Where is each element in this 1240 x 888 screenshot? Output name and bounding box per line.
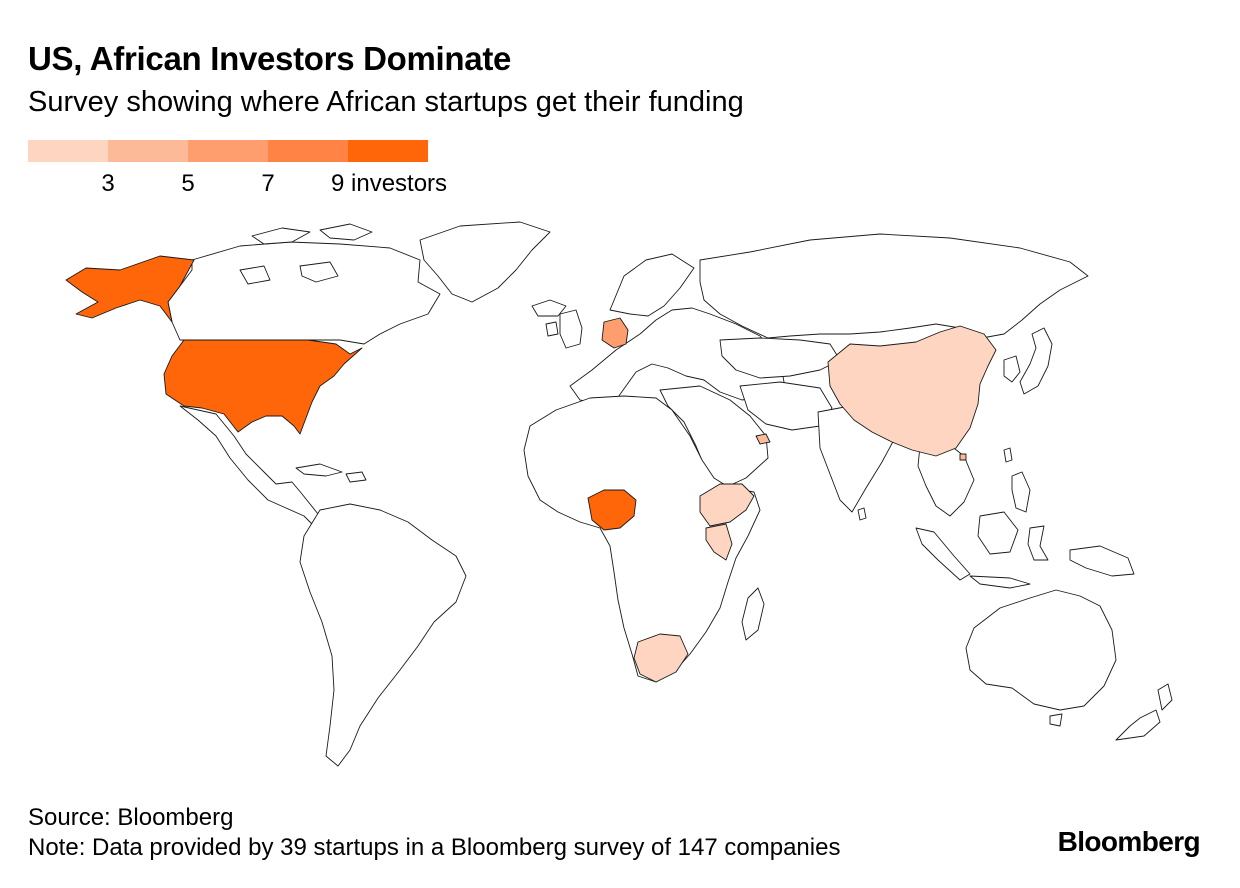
world-landmasses: [167, 221, 1173, 767]
legend-tick-9: 9 investors: [331, 170, 448, 197]
ethiopia-shape: [699, 483, 755, 527]
bloomberg-logo: Bloomberg: [1057, 826, 1201, 857]
uae-shape: [755, 433, 771, 445]
iceland-shape: [531, 299, 567, 317]
legend-swatch-4: [268, 140, 348, 162]
legend-swatch-1: [28, 140, 108, 162]
middle-east-shape: [659, 385, 769, 489]
philippines-shape: [1011, 471, 1031, 513]
scandinavia-shape: [609, 253, 695, 317]
world-map: [65, 221, 1173, 767]
borneo-shape: [977, 511, 1019, 555]
legend-swatch-2: [108, 140, 188, 162]
central-asia-shape: [719, 337, 841, 379]
legend-swatch-5: [348, 140, 428, 162]
sri-lanka-shape: [857, 507, 867, 521]
legend-swatch-3: [188, 140, 268, 162]
color-legend: 3 5 7 9 investors: [28, 140, 448, 200]
arctic-island-shape: [239, 265, 271, 285]
japan-shape: [1019, 327, 1053, 395]
korea-shape: [1003, 355, 1021, 383]
arctic-island-shape: [299, 261, 339, 283]
legend-tick-5: 5: [181, 170, 195, 197]
germany-shape: [601, 317, 629, 349]
new-guinea-shape: [1069, 545, 1135, 577]
arctic-island-shape: [319, 223, 373, 241]
source-note: Source: Bloomberg: [28, 804, 234, 831]
china-shape: [827, 325, 997, 457]
sumatra-shape: [915, 527, 971, 581]
java-shape: [969, 575, 1031, 589]
africa-shape: [523, 395, 761, 683]
new-zealand-shape: [1115, 709, 1161, 741]
alaska-shape: [65, 255, 195, 323]
hispaniola-shape: [345, 471, 367, 483]
united-states-shape: [163, 339, 363, 435]
great-britain-shape: [559, 309, 583, 349]
chart-subtitle: Survey showing where African startups ge…: [28, 86, 744, 118]
south-africa-shape: [633, 633, 689, 683]
greenland-shape: [419, 221, 551, 303]
arctic-island-shape: [251, 227, 311, 245]
russia-shape: [699, 233, 1089, 339]
legend-tick-3: 3: [101, 170, 115, 197]
footnote: Note: Data provided by 39 startups in a …: [28, 834, 841, 861]
cuba-shape: [295, 463, 343, 477]
hong-kong-shape: [959, 453, 967, 461]
madagascar-shape: [741, 587, 765, 641]
taiwan-shape: [1003, 447, 1013, 463]
new-zealand-shape: [1157, 683, 1173, 711]
tasmania-shape: [1049, 713, 1063, 727]
chart-title: US, African Investors Dominate: [28, 40, 512, 77]
southeast-asia-shape: [917, 441, 975, 517]
legend-tick-7: 7: [261, 170, 275, 197]
nigeria-shape: [587, 489, 637, 531]
australia-shape: [965, 589, 1117, 711]
ireland-shape: [545, 321, 559, 337]
south-america-shape: [299, 503, 467, 767]
highlighted-countries: [65, 255, 997, 683]
canada-shape: [167, 241, 441, 345]
legend-color-bar: [28, 140, 428, 162]
sulawesi-shape: [1027, 525, 1049, 561]
kenya-shape: [705, 523, 733, 561]
